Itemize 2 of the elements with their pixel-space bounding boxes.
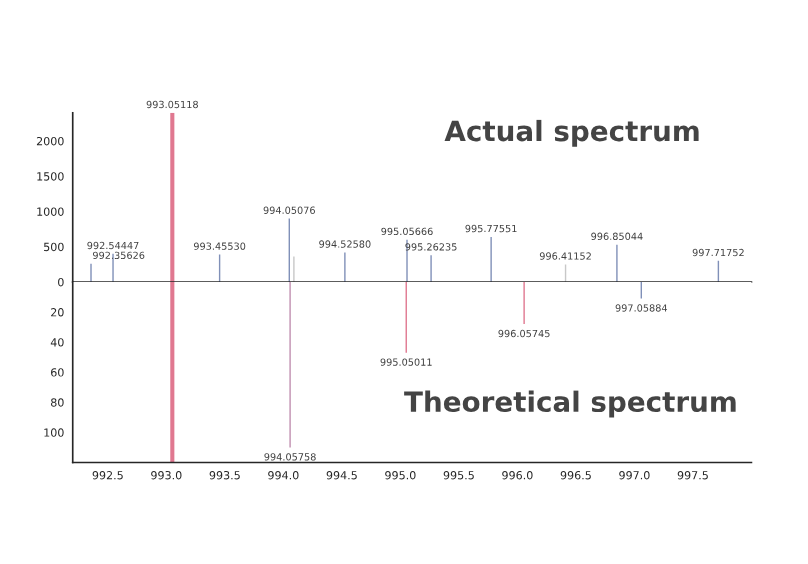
annotation: Theoretical spectrum	[404, 390, 736, 418]
annotation: Actual spectrum	[444, 119, 699, 147]
